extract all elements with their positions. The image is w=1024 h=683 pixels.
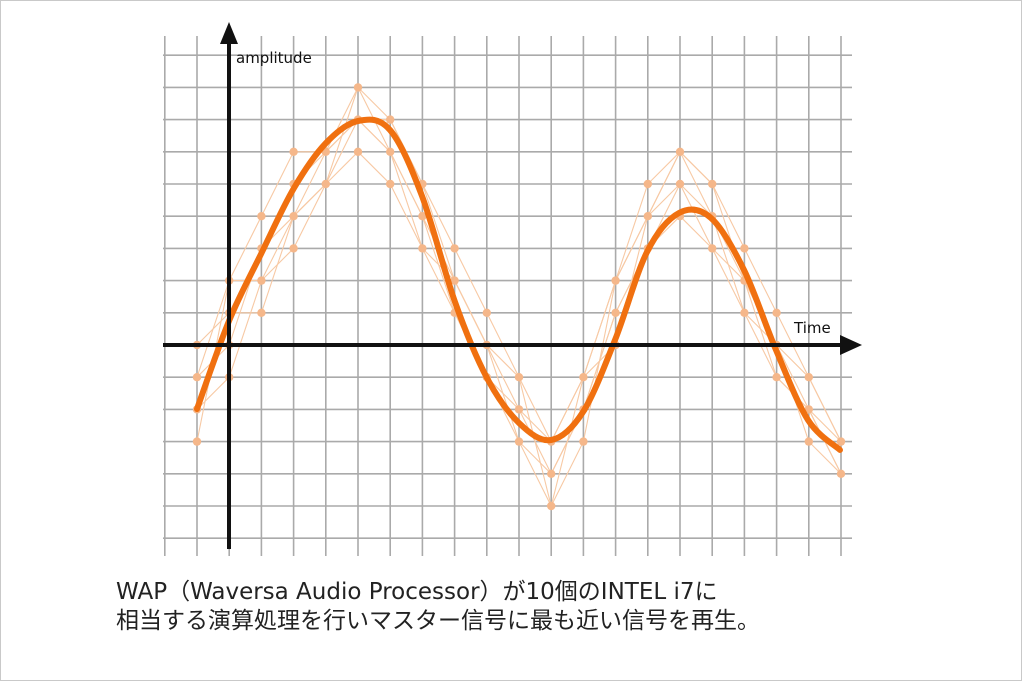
candidate-signals bbox=[192, 83, 846, 511]
sample-point bbox=[450, 276, 459, 285]
sample-point bbox=[289, 147, 298, 156]
sample-point bbox=[547, 501, 556, 511]
sample-point bbox=[675, 179, 685, 189]
caption: WAP（Waversa Audio Processor）が10個のINTEL i… bbox=[116, 578, 996, 636]
sample-point bbox=[708, 179, 717, 189]
sample-point bbox=[353, 147, 363, 156]
sample-point bbox=[708, 244, 717, 253]
sample-point bbox=[772, 308, 781, 317]
sample-point bbox=[611, 308, 620, 317]
axes bbox=[163, 22, 862, 549]
sample-point bbox=[772, 373, 781, 382]
sample-point bbox=[257, 308, 266, 317]
sample-point bbox=[579, 373, 588, 382]
sample-point bbox=[321, 179, 330, 189]
x-axis-arrow bbox=[840, 335, 862, 355]
caption-line-1: WAP（Waversa Audio Processor）が10個のINTEL i… bbox=[116, 579, 718, 605]
sample-point bbox=[579, 437, 588, 446]
sample-point bbox=[836, 469, 846, 478]
sample-point bbox=[643, 179, 652, 189]
sample-point bbox=[450, 244, 459, 253]
sample-point bbox=[740, 244, 749, 253]
sample-point bbox=[257, 276, 266, 285]
sample-point bbox=[514, 373, 524, 382]
sample-point bbox=[547, 469, 556, 478]
sample-point bbox=[514, 405, 524, 414]
sample-point bbox=[804, 405, 813, 414]
sample-point bbox=[386, 179, 395, 189]
sample-point bbox=[353, 83, 363, 92]
sample-point bbox=[740, 308, 749, 317]
sample-point bbox=[611, 276, 620, 285]
master-wave bbox=[194, 116, 843, 453]
sample-point bbox=[386, 147, 395, 156]
sample-point bbox=[192, 437, 202, 446]
sample-point bbox=[675, 147, 685, 156]
sample-point bbox=[643, 212, 652, 221]
grid bbox=[163, 36, 852, 556]
x-axis-label: Time bbox=[793, 319, 831, 337]
sample-point bbox=[418, 212, 427, 221]
y-axis-arrow bbox=[220, 22, 238, 44]
caption-line-2: 相当する演算処理を行いマスター信号に最も近い信号を再生。 bbox=[116, 608, 760, 634]
sample-point bbox=[482, 308, 491, 317]
sample-point bbox=[386, 115, 395, 124]
sample-point bbox=[289, 212, 298, 221]
sample-point bbox=[257, 212, 266, 221]
sample-point bbox=[192, 373, 202, 382]
y-axis-label: amplitude bbox=[236, 49, 312, 67]
sample-point bbox=[418, 244, 427, 253]
sample-point bbox=[804, 437, 813, 446]
sample-point bbox=[289, 244, 298, 253]
sample-point bbox=[804, 373, 813, 382]
sample-point bbox=[836, 437, 846, 446]
sample-point bbox=[514, 437, 524, 446]
